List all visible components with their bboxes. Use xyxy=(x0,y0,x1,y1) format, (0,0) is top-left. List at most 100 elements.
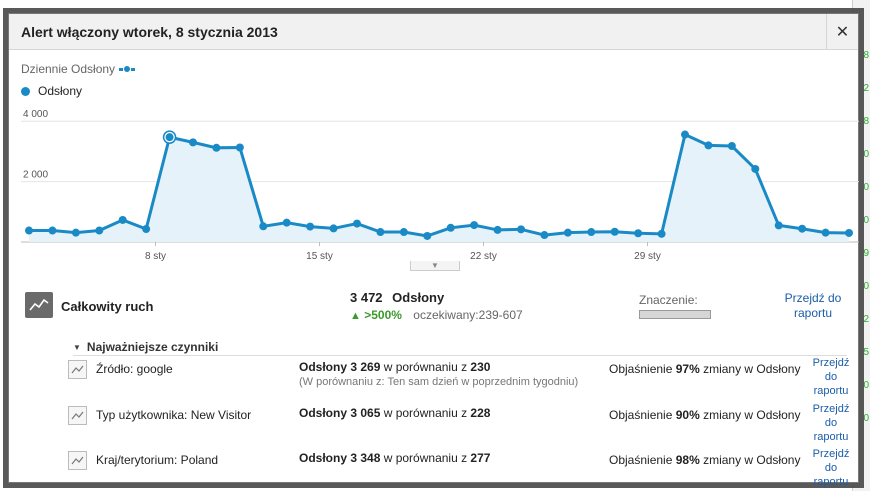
data-point xyxy=(71,228,80,237)
data-point xyxy=(48,226,57,235)
factor-explanation: Objaśnienie 90% zmiany w Odsłony xyxy=(609,408,800,422)
x-tick-label: 15 sty xyxy=(306,251,333,262)
factors-heading: Najważniejsze czynniki xyxy=(86,340,219,354)
background-text: 0 xyxy=(863,182,869,193)
factor-explanation-suffix: zmiany w Odsłony xyxy=(699,408,801,422)
close-button[interactable]: ✕ xyxy=(826,14,858,50)
legend-label: Odsłony xyxy=(38,84,83,98)
factor-compare-number: 277 xyxy=(470,451,491,465)
data-point xyxy=(399,228,408,237)
expected-range: oczekiwany:239-607 xyxy=(413,308,523,322)
factor-report-link[interactable]: Przejdź do raportu xyxy=(812,357,850,397)
factor-report-link[interactable]: Przejdź do raportu xyxy=(812,448,850,488)
summary-number: 3 472 xyxy=(350,290,383,305)
divider xyxy=(73,355,847,356)
data-point xyxy=(727,142,736,150)
data-point xyxy=(610,227,619,236)
legend-marker-icon xyxy=(21,86,30,96)
data-point xyxy=(493,225,502,234)
data-point xyxy=(329,224,338,233)
factor-value: Odsłony 3 348 w porównaniu z 277 xyxy=(299,451,490,465)
factor-explanation-percent: 98% xyxy=(675,453,700,467)
significance-label: Znaczenie: xyxy=(639,293,698,307)
data-point xyxy=(235,143,244,152)
data-point xyxy=(423,231,432,240)
factor-explanation-suffix: zmiany w Odsłony xyxy=(699,453,801,467)
data-point xyxy=(634,229,643,238)
significance-bar xyxy=(639,310,711,319)
data-point xyxy=(259,222,268,231)
data-point xyxy=(353,219,361,228)
factors-toggle[interactable]: ▼ Najważniejsze czynniki xyxy=(73,340,218,354)
background-text: 0 xyxy=(863,215,869,226)
factor-explanation: Objaśnienie 98% zmiany w Odsłony xyxy=(609,453,800,467)
data-point xyxy=(118,215,127,224)
data-point xyxy=(25,226,33,235)
data-point xyxy=(446,223,455,232)
line-style-icon xyxy=(119,66,136,72)
summary-value: 3 472 Odsłony xyxy=(350,290,444,305)
background-text: 0 xyxy=(863,380,869,391)
data-point xyxy=(563,228,572,237)
chart-legend: Odsłony xyxy=(21,84,82,98)
collapse-chart-button[interactable]: ▼ xyxy=(410,261,460,271)
close-icon: ✕ xyxy=(835,24,850,41)
factor-value-label: Odsłony 3 348 xyxy=(299,451,381,465)
factor-explanation-prefix: Objaśnienie xyxy=(609,453,676,467)
factor-row: Źródło: google Odsłony 3 269 w porównaniu… xyxy=(68,357,858,404)
data-point xyxy=(657,229,666,238)
background-text: 0 xyxy=(863,149,869,160)
data-point xyxy=(751,164,760,173)
data-point xyxy=(189,138,197,147)
factor-value-label: Odsłony 3 065 xyxy=(299,406,381,420)
data-point xyxy=(704,141,713,150)
data-point xyxy=(165,133,174,142)
factor-name: Typ użytkownika: New Visitor xyxy=(96,408,252,422)
data-point xyxy=(798,224,807,233)
trend-chart-icon[interactable] xyxy=(68,360,87,379)
background-text: 8 xyxy=(863,116,869,127)
chevron-down-icon: ▼ xyxy=(431,261,439,270)
pageviews-chart: 4 000 2 000 8 sty 15 sty 22 sty 29 sty xyxy=(21,109,859,262)
y-tick-label: 4 000 xyxy=(23,109,48,120)
factor-explanation-suffix: zmiany w Odsłony xyxy=(699,362,801,376)
triangle-down-icon: ▼ xyxy=(73,342,81,352)
metric-label: Dziennie Odsłony xyxy=(21,62,116,76)
background-text: 2 xyxy=(863,314,869,325)
change-percent: >500% xyxy=(364,308,402,322)
factor-compare-text: w porównaniu z xyxy=(380,406,471,420)
factor-compare-number: 228 xyxy=(470,406,491,420)
factor-value: Odsłony 3 065 w porównaniu z 228 xyxy=(299,406,490,420)
factor-compare-number: 230 xyxy=(470,360,491,374)
factor-value: Odsłony 3 269 w porównaniu z 230 xyxy=(299,360,490,374)
summary-report-link[interactable]: Przejdź do raportu xyxy=(784,291,842,320)
data-point xyxy=(774,221,783,230)
y-tick-label: 2 000 xyxy=(23,170,48,181)
trend-chart-icon[interactable] xyxy=(68,406,87,425)
trend-chart-icon[interactable] xyxy=(68,451,87,470)
summary-label: Całkowity ruch xyxy=(61,299,154,314)
factor-value-label: Odsłony 3 269 xyxy=(299,360,381,374)
dialog-header: Alert włączony wtorek, 8 stycznia 2013 xyxy=(9,14,858,50)
data-point xyxy=(282,218,291,227)
trend-chart-icon xyxy=(25,292,53,318)
background-text: 0 xyxy=(863,413,869,424)
factor-compare-text: w porównaniu z xyxy=(380,451,471,465)
series-area xyxy=(29,134,849,242)
data-point xyxy=(306,222,315,231)
background-text: 8 xyxy=(863,50,869,61)
data-point xyxy=(376,228,385,237)
data-point xyxy=(142,225,151,234)
data-point xyxy=(681,130,689,139)
x-tick-label: 8 sty xyxy=(145,251,166,262)
up-arrow-icon: ▲ xyxy=(350,310,361,322)
data-point xyxy=(517,225,525,234)
metric-selector[interactable]: Dziennie Odsłony xyxy=(21,62,136,76)
background-text: 5 xyxy=(863,347,869,358)
factor-report-link[interactable]: Przejdź do raportu xyxy=(812,403,850,443)
data-point xyxy=(845,228,853,237)
factor-row: Typ użytkownika: New Visitor Odsłony 3 06… xyxy=(68,403,858,450)
data-point xyxy=(587,228,596,237)
data-point xyxy=(540,231,549,240)
background-text: 9 xyxy=(863,248,869,259)
